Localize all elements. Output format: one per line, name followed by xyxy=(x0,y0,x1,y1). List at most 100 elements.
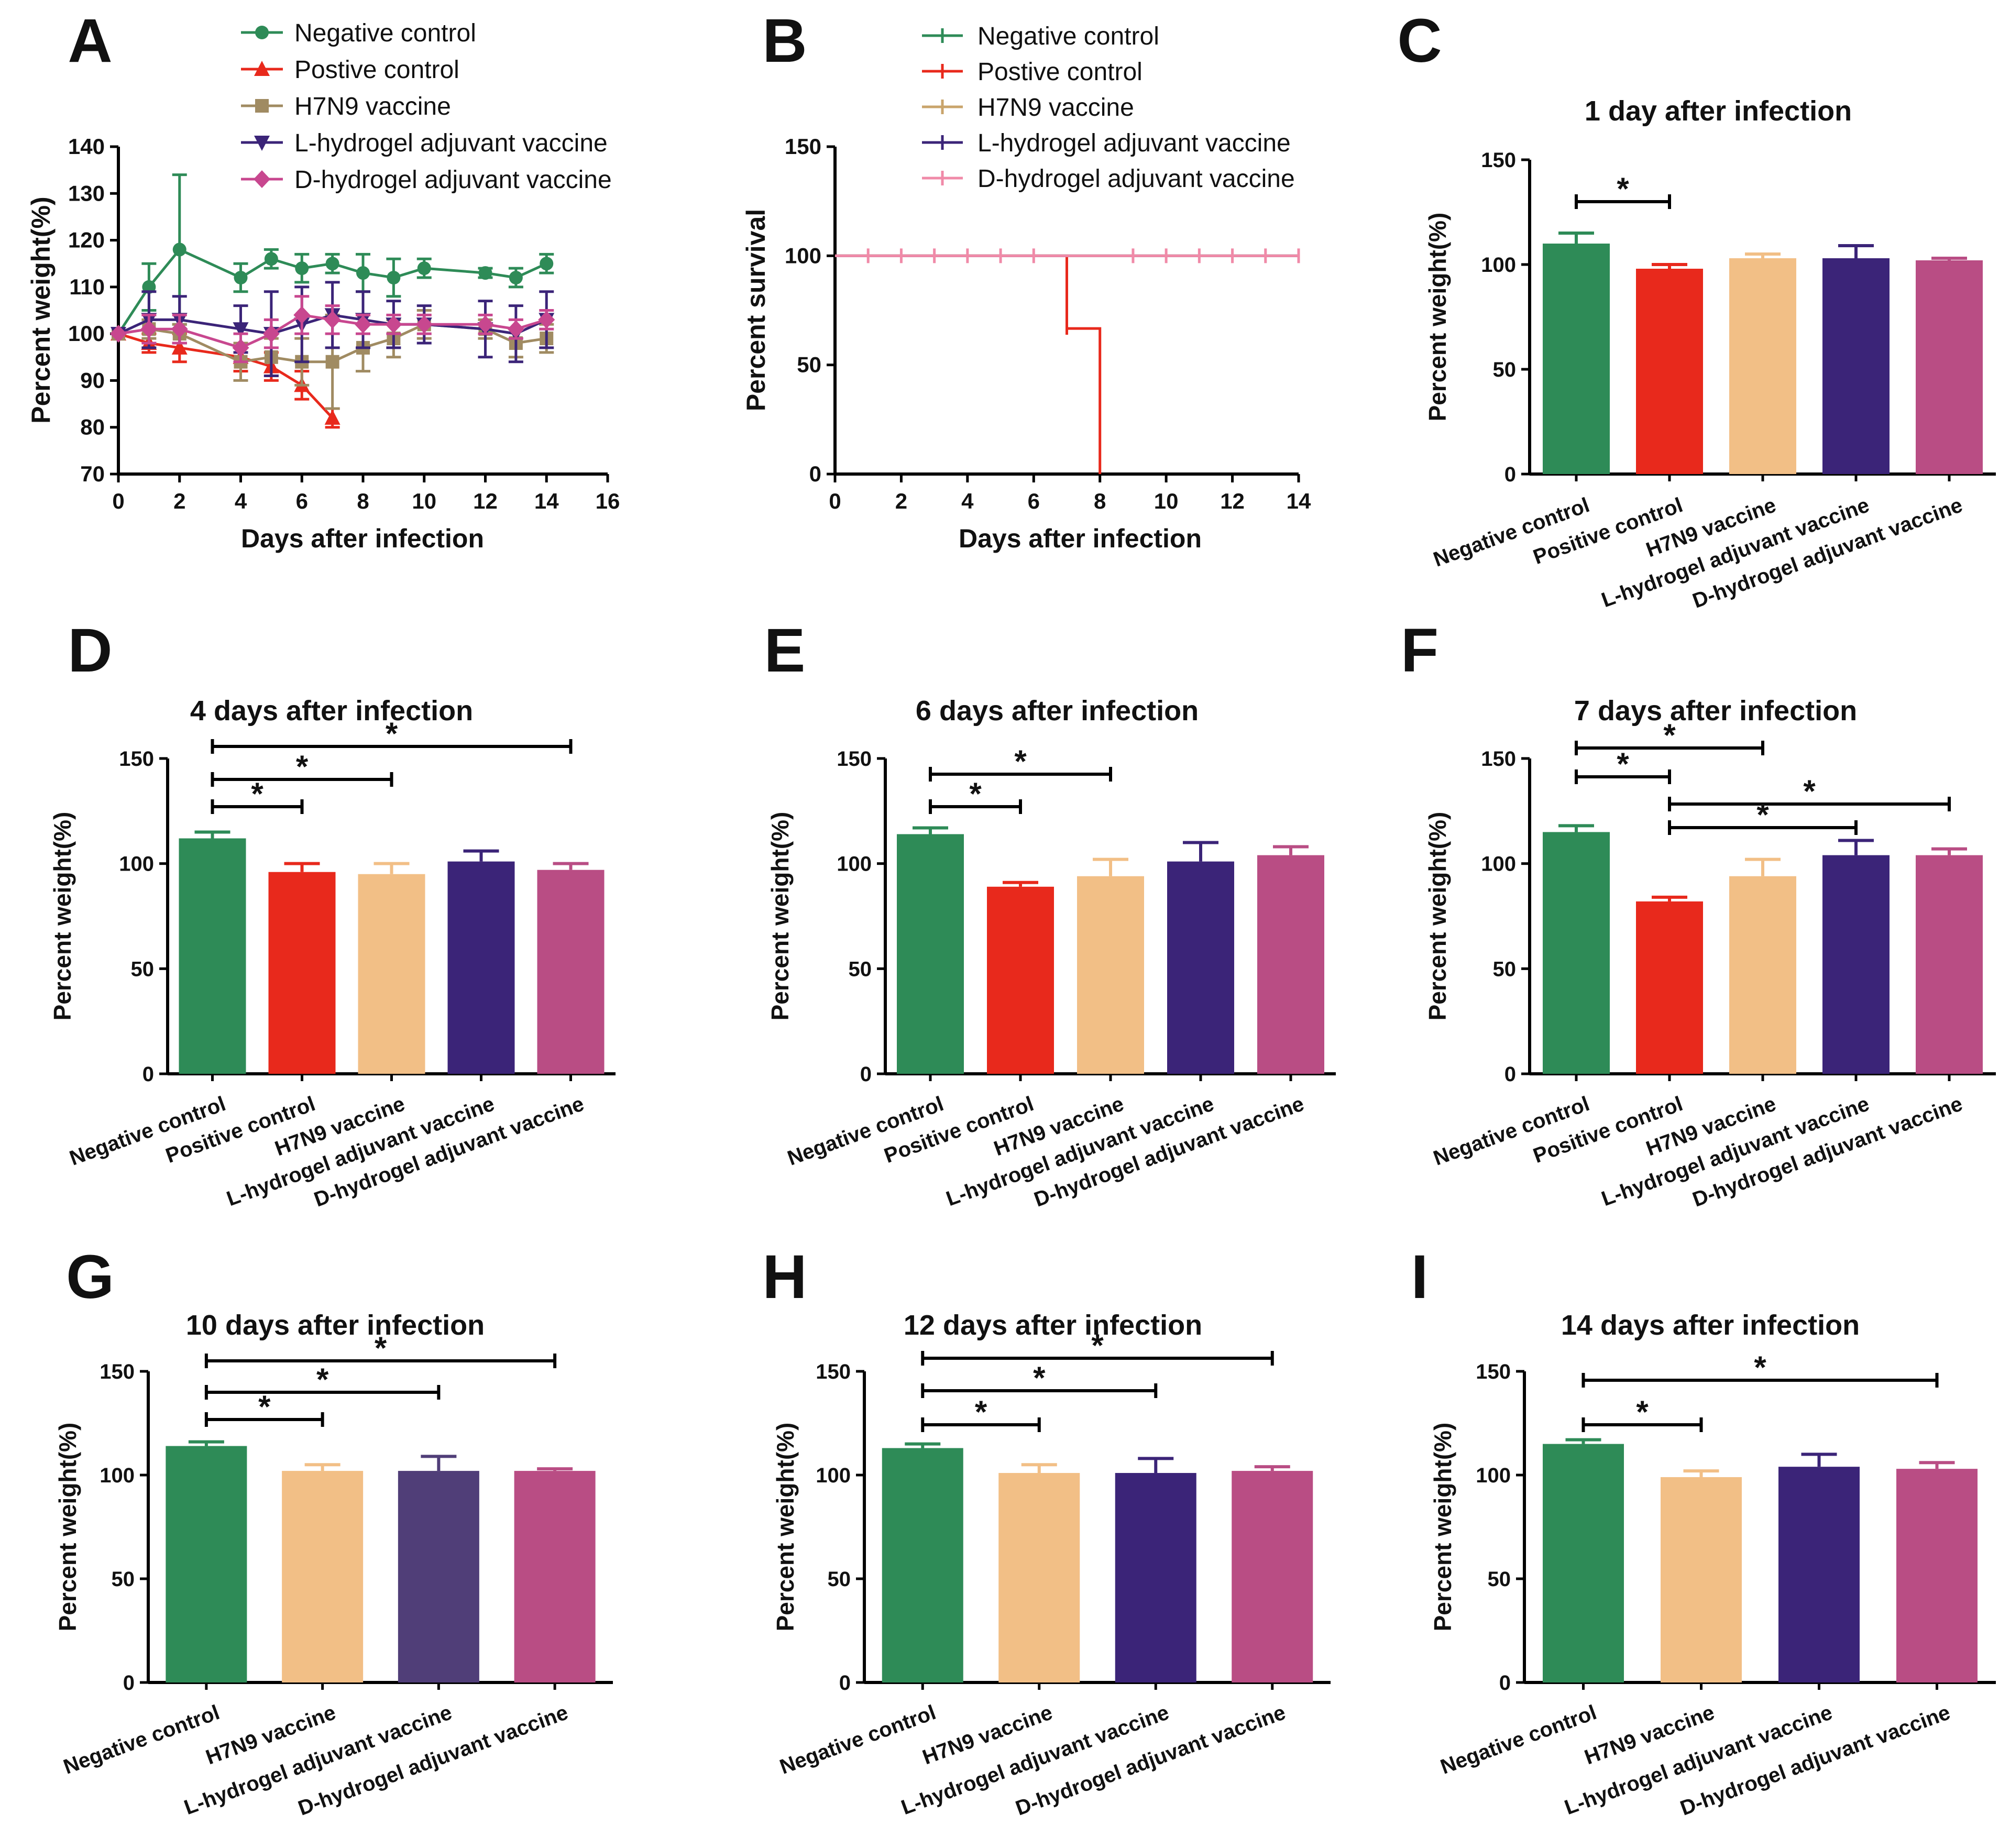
panel-label-H: H xyxy=(762,1242,807,1312)
y-tick-label: 0 xyxy=(860,1063,872,1086)
data-point xyxy=(171,339,188,355)
bar xyxy=(1636,901,1703,1074)
bar xyxy=(1167,861,1234,1074)
x-tick-label: 12 xyxy=(473,489,498,513)
y-tick-label: 0 xyxy=(1499,1671,1511,1695)
significance-star: * xyxy=(258,1389,271,1424)
bar xyxy=(358,874,425,1074)
x-tick-label: 6 xyxy=(296,489,308,513)
y-tick-label: 100 xyxy=(1481,853,1516,876)
y-tick-label: 100 xyxy=(1476,1464,1511,1487)
data-point xyxy=(234,271,248,284)
legend-label: Negative control xyxy=(294,19,476,47)
legend-label: H7N9 vaccine xyxy=(977,94,1134,122)
y-tick-label: 140 xyxy=(68,134,105,159)
data-point xyxy=(355,315,371,334)
bar xyxy=(282,1471,364,1682)
y-tick-label: 150 xyxy=(1481,149,1516,172)
chart-I: 14 days after infection 0 50 100 150 Percent … xyxy=(1429,1310,1996,1820)
significance-star: * xyxy=(1617,171,1629,206)
data-point xyxy=(509,271,523,284)
y-tick-label: 150 xyxy=(785,134,821,159)
x-tick-label: 2 xyxy=(895,489,907,513)
category-label: Positive control xyxy=(881,1092,1037,1168)
bar xyxy=(1543,1444,1624,1682)
chart-H: 12 days after infection 0 50 100 150 Percent … xyxy=(772,1310,1331,1820)
y-tick-label: 150 xyxy=(816,1360,851,1383)
data-point xyxy=(172,243,186,257)
x-tick-label: 0 xyxy=(829,489,841,513)
bar xyxy=(514,1471,596,1682)
y-tick-label: 50 xyxy=(131,958,155,981)
bar-group-3 xyxy=(398,1455,479,1682)
x-tick-label: 6 xyxy=(1028,489,1040,513)
significance-star: * xyxy=(1014,744,1027,779)
x-tick-label: 14 xyxy=(1287,489,1311,513)
bar-group-2 xyxy=(268,862,336,1074)
data-point xyxy=(232,338,249,357)
data-point xyxy=(233,322,249,338)
bar-group-3 xyxy=(1778,1453,1860,1682)
bar-group-5 xyxy=(1257,845,1324,1074)
legend-label: D-hydrogel adjuvant vaccine xyxy=(294,166,612,194)
y-axis-label: Percent weight(%) xyxy=(1424,213,1451,422)
significance-star: * xyxy=(1617,746,1629,782)
bar xyxy=(268,872,336,1074)
bar-group-4 xyxy=(514,1467,596,1682)
data-point xyxy=(254,170,270,188)
y-tick-label: 70 xyxy=(80,461,105,486)
data-point xyxy=(415,315,433,334)
bar-group-4 xyxy=(1167,841,1234,1074)
legend-label: L-hydrogel adjuvant vaccine xyxy=(294,129,608,157)
y-tick-label: 50 xyxy=(849,958,872,981)
legend-label: L-hydrogel adjuvant vaccine xyxy=(977,129,1291,157)
significance-star: * xyxy=(251,776,263,811)
bar xyxy=(1916,260,1983,474)
legend-label: Postive control xyxy=(294,56,459,84)
data-point xyxy=(255,26,269,39)
y-tick-label: 80 xyxy=(80,415,105,439)
bar xyxy=(1115,1473,1196,1682)
data-point xyxy=(295,261,309,276)
y-tick-label: 50 xyxy=(1493,958,1517,981)
bar-group-1 xyxy=(1543,232,1610,474)
category-label: Negative control xyxy=(1431,493,1593,571)
significance-star: * xyxy=(1803,774,1816,809)
legend-label: Negative control xyxy=(977,23,1159,50)
y-axis-label: Percent weight(%) xyxy=(1424,812,1451,1021)
bar-group-5 xyxy=(537,862,605,1074)
panel-letter: I xyxy=(1411,1242,1429,1312)
chart-title: 12 days after infection xyxy=(904,1310,1202,1341)
y-tick-label: 150 xyxy=(119,747,154,771)
data-point xyxy=(255,99,269,113)
significance-brackets: * * * xyxy=(204,1330,557,1427)
significance-star: * xyxy=(975,1394,987,1429)
x-tick-label: 10 xyxy=(1154,489,1179,513)
x-tick-label: 8 xyxy=(357,489,369,513)
bar xyxy=(398,1471,479,1682)
bar-group-4 xyxy=(447,849,515,1074)
category-label: Negative control xyxy=(60,1701,223,1779)
data-point xyxy=(293,306,311,324)
x-axis-label: Days after infection xyxy=(241,524,484,553)
data-point xyxy=(171,320,188,338)
bar-group-3 xyxy=(1115,1457,1196,1682)
bar-group-3 xyxy=(1729,252,1796,474)
y-tick-label: 0 xyxy=(809,461,821,486)
data-point xyxy=(507,320,524,338)
y-tick-label: 100 xyxy=(785,243,821,268)
chart-F: 7 days after infection 0 50 100 150 Percent w… xyxy=(1424,695,1996,1212)
significance-brackets: * * * * xyxy=(1575,718,1951,835)
series-5 xyxy=(110,295,555,364)
survival-curve-2 xyxy=(835,254,1102,474)
y-tick-label: 150 xyxy=(1476,1360,1511,1383)
bar xyxy=(1778,1467,1860,1682)
x-tick-label: 16 xyxy=(596,489,620,513)
bar xyxy=(1729,876,1796,1074)
data-point xyxy=(538,311,555,329)
panel-letter: E xyxy=(764,616,806,685)
y-tick-label: 100 xyxy=(100,1464,135,1487)
legend: Negative control Postive control H7N9 vacc… xyxy=(922,23,1295,193)
bar-group-2 xyxy=(998,1463,1080,1682)
data-point xyxy=(385,315,402,334)
